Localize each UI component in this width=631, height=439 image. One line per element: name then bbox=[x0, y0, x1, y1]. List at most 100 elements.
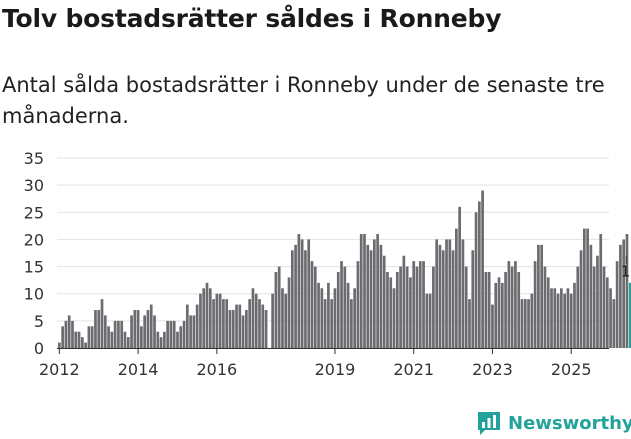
bar bbox=[418, 261, 422, 348]
bar bbox=[235, 304, 238, 348]
bar bbox=[520, 299, 524, 348]
bar bbox=[343, 266, 347, 348]
bar bbox=[523, 299, 527, 348]
bar bbox=[605, 277, 609, 348]
bar bbox=[120, 320, 124, 348]
bar bbox=[176, 331, 179, 348]
bar bbox=[271, 293, 274, 348]
y-tick-label: 35 bbox=[24, 149, 44, 168]
bar bbox=[323, 299, 327, 348]
bar bbox=[550, 288, 553, 348]
bar bbox=[212, 299, 215, 348]
y-tick-label: 5 bbox=[34, 312, 44, 331]
bar bbox=[143, 315, 147, 348]
bar bbox=[67, 315, 71, 348]
data-labels: 12 bbox=[621, 255, 631, 280]
bar bbox=[399, 266, 402, 348]
y-axis: 0 5 10 15 20 25 30 35 bbox=[24, 149, 44, 358]
bar bbox=[277, 266, 281, 348]
bar bbox=[379, 244, 383, 348]
bar bbox=[103, 315, 107, 348]
y-tick-label: 20 bbox=[24, 230, 44, 249]
bar bbox=[146, 310, 150, 348]
bar bbox=[205, 282, 209, 348]
bar bbox=[589, 244, 593, 348]
bar bbox=[573, 282, 576, 348]
bar bbox=[582, 228, 586, 348]
bar bbox=[317, 282, 320, 348]
bar bbox=[376, 234, 379, 348]
bar bbox=[425, 293, 429, 348]
y-tick-label: 30 bbox=[24, 176, 44, 195]
bar bbox=[87, 326, 91, 348]
bar bbox=[330, 299, 334, 348]
bar bbox=[58, 342, 61, 348]
bar bbox=[320, 288, 324, 348]
bar bbox=[195, 304, 199, 348]
bar bbox=[491, 304, 494, 348]
bar bbox=[599, 234, 603, 348]
x-axis: 2012 2014 2016 2019 2021 2023 2025 bbox=[39, 348, 609, 379]
bar bbox=[500, 282, 504, 348]
bar bbox=[231, 310, 235, 348]
bar bbox=[412, 261, 416, 348]
bar bbox=[477, 201, 481, 348]
bar bbox=[274, 272, 278, 348]
bar bbox=[245, 310, 248, 348]
bar bbox=[74, 331, 78, 348]
bar bbox=[172, 320, 176, 348]
bar bbox=[422, 261, 425, 348]
bar bbox=[504, 272, 507, 348]
bar bbox=[369, 250, 373, 348]
bar bbox=[284, 293, 288, 348]
bar bbox=[153, 315, 156, 348]
bar bbox=[527, 299, 530, 348]
bar bbox=[310, 261, 314, 348]
bar bbox=[241, 315, 245, 348]
chart-title: Tolv bostadsrätter såldes i Ronneby bbox=[2, 4, 502, 33]
bar bbox=[471, 250, 475, 348]
bar bbox=[215, 293, 219, 348]
brand-name: Newsworthy bbox=[508, 412, 631, 434]
bar bbox=[619, 244, 622, 348]
bar bbox=[264, 310, 268, 348]
bar bbox=[107, 326, 110, 348]
bar bbox=[110, 331, 114, 348]
x-tick-label: 2012 bbox=[39, 360, 80, 379]
bar bbox=[189, 315, 192, 348]
chart-subtitle: Antal sålda bostadsrätter i Ronneby unde… bbox=[2, 73, 605, 128]
bar bbox=[185, 304, 189, 348]
bar bbox=[94, 310, 97, 348]
bar bbox=[409, 277, 412, 348]
bar bbox=[405, 266, 409, 348]
bar bbox=[461, 239, 465, 348]
bar bbox=[290, 250, 294, 348]
x-tick-label: 2023 bbox=[472, 360, 513, 379]
bar bbox=[625, 234, 629, 348]
x-tick-label: 2019 bbox=[315, 360, 356, 379]
bar bbox=[169, 320, 173, 348]
bar bbox=[543, 266, 547, 348]
bar bbox=[80, 337, 84, 348]
bar bbox=[336, 272, 340, 348]
bar bbox=[258, 299, 261, 348]
bar bbox=[156, 331, 160, 348]
bar bbox=[228, 310, 232, 348]
bar bbox=[441, 250, 445, 348]
x-tick-label: 2016 bbox=[196, 360, 237, 379]
bar bbox=[222, 299, 225, 348]
bar bbox=[225, 299, 229, 348]
bar bbox=[64, 320, 68, 348]
bar bbox=[563, 293, 566, 348]
bar bbox=[238, 304, 242, 348]
bar bbox=[254, 293, 258, 348]
bar bbox=[382, 255, 386, 348]
bar bbox=[182, 320, 186, 348]
bar bbox=[507, 261, 511, 348]
bar bbox=[123, 331, 127, 348]
bar bbox=[133, 310, 137, 348]
bar bbox=[366, 244, 370, 348]
bar bbox=[159, 337, 163, 348]
bar bbox=[202, 288, 206, 348]
bar bbox=[126, 337, 130, 348]
